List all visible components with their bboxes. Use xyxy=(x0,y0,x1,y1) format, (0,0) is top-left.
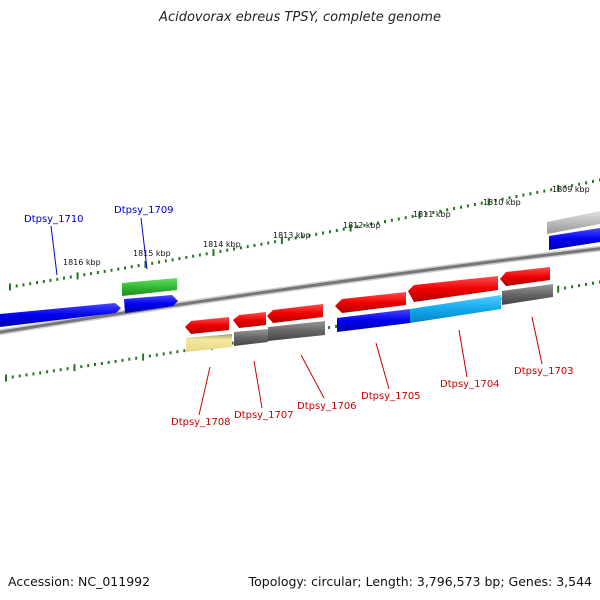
scale-label-1816: 1816 kbp xyxy=(63,258,101,267)
gene-dtpsy-1707-arrow[interactable] xyxy=(233,312,266,328)
gene-label-dtpsy-1707[interactable]: Dtpsy_1707 xyxy=(234,410,294,421)
gene-label-dtpsy-1704[interactable]: Dtpsy_1704 xyxy=(440,379,500,390)
leader-dtpsy-1706 xyxy=(300,354,325,399)
scale-label-1814: 1814 kbp xyxy=(203,240,241,249)
gene-dtpsy-1709-arrow[interactable] xyxy=(124,295,178,313)
leader-dtpsy-1703 xyxy=(531,316,543,365)
feature-grey-1707[interactable] xyxy=(234,329,268,346)
scale-label-1813: 1813 kbp xyxy=(273,231,311,240)
genome-backbone-shade xyxy=(0,247,600,334)
scale-label-1809: 1809 kbp xyxy=(552,185,590,194)
genome-summary-text: Topology: circular; Length: 3,796,573 bp… xyxy=(248,574,592,589)
leader-dtpsy-1709 xyxy=(140,217,148,270)
gene-label-dtpsy-1706[interactable]: Dtpsy_1706 xyxy=(297,401,357,412)
feature-grey-1706[interactable] xyxy=(268,321,325,341)
gene-dtpsy-1710-arrow[interactable] xyxy=(0,303,121,327)
gene-label-dtpsy-1709[interactable]: Dtpsy_1709 xyxy=(114,205,174,216)
leader-dtpsy-1708 xyxy=(198,366,211,416)
feature-blue-1705[interactable] xyxy=(337,309,410,332)
leader-dtpsy-1707 xyxy=(253,360,263,409)
outer-tick-ring xyxy=(9,178,600,291)
map-title: Acidovorax ebreus TPSY, complete genome xyxy=(159,10,441,25)
gene-label-dtpsy-1705[interactable]: Dtpsy_1705 xyxy=(361,391,421,402)
feature-cyan-1704[interactable] xyxy=(410,295,501,323)
gene-grey-right-edge[interactable] xyxy=(547,211,600,234)
leader-dtpsy-1705 xyxy=(375,342,390,390)
gene-dtpsy-1708-arrow[interactable] xyxy=(185,317,229,334)
gene-label-dtpsy-1703[interactable]: Dtpsy_1703 xyxy=(514,366,574,377)
gene-dtpsy-1706-arrow[interactable] xyxy=(267,304,323,323)
feature-grey-1703[interactable] xyxy=(502,284,553,305)
feature-yellow-1708[interactable] xyxy=(186,334,232,352)
gene-dtpsy-1704-arrow[interactable] xyxy=(408,276,498,302)
gene-label-dtpsy-1710[interactable]: Dtpsy_1710 xyxy=(24,214,84,225)
scale-label-1812: 1812 kbp xyxy=(343,221,381,230)
scale-label-1811: 1811 kbp xyxy=(413,210,451,219)
gene-dtpsy-1703-arrow[interactable] xyxy=(500,267,550,286)
rna-feature-green[interactable] xyxy=(122,278,177,296)
scale-label-1815: 1815 kbp xyxy=(133,249,171,258)
leader-dtpsy-1704 xyxy=(458,329,468,378)
gene-label-dtpsy-1708[interactable]: Dtpsy_1708 xyxy=(171,417,231,428)
scale-label-1810: 1810 kbp xyxy=(483,198,521,207)
gene-dtpsy-1705-arrow[interactable] xyxy=(335,292,406,313)
accession-text: Accession: NC_011992 xyxy=(8,574,151,589)
leader-dtpsy-1710 xyxy=(50,225,58,276)
gene-blue-right-edge[interactable] xyxy=(549,228,600,250)
